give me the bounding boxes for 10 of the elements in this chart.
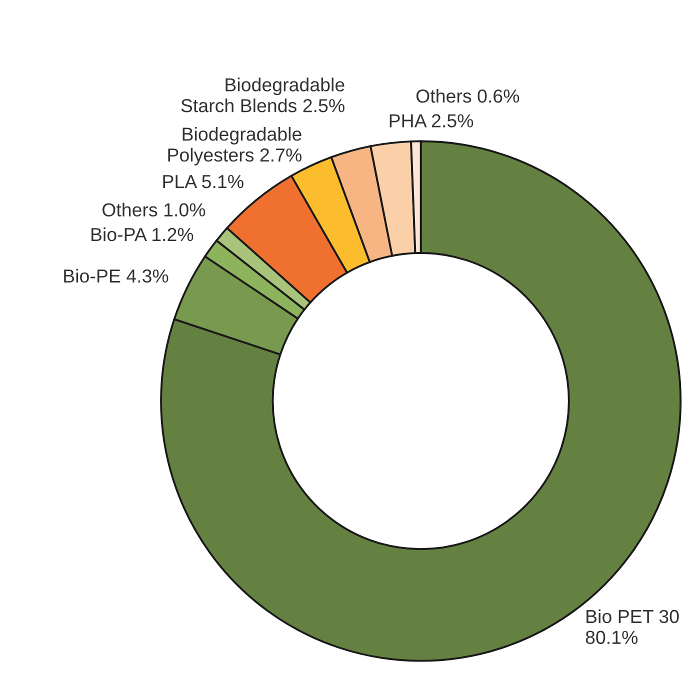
data-label: 80.1% (586, 630, 638, 644)
slice-label: PLA 5.1% (163, 175, 244, 188)
slice-label: Others 1.0% (102, 202, 206, 216)
slice-label: Bio-PE 4.3% (64, 268, 168, 283)
slice-label: Others 0.6% (416, 88, 520, 103)
slice-label: Bio-PA 1.2% (92, 227, 194, 242)
slice-label: Biodegradable Starch Blends 2.5% (181, 78, 344, 112)
slice-label: Bio PET 30 (586, 609, 679, 624)
slice-label: PHA 2.5% (390, 114, 474, 128)
slice-label: Biodegradable Polyesters 2.7% (168, 127, 302, 166)
